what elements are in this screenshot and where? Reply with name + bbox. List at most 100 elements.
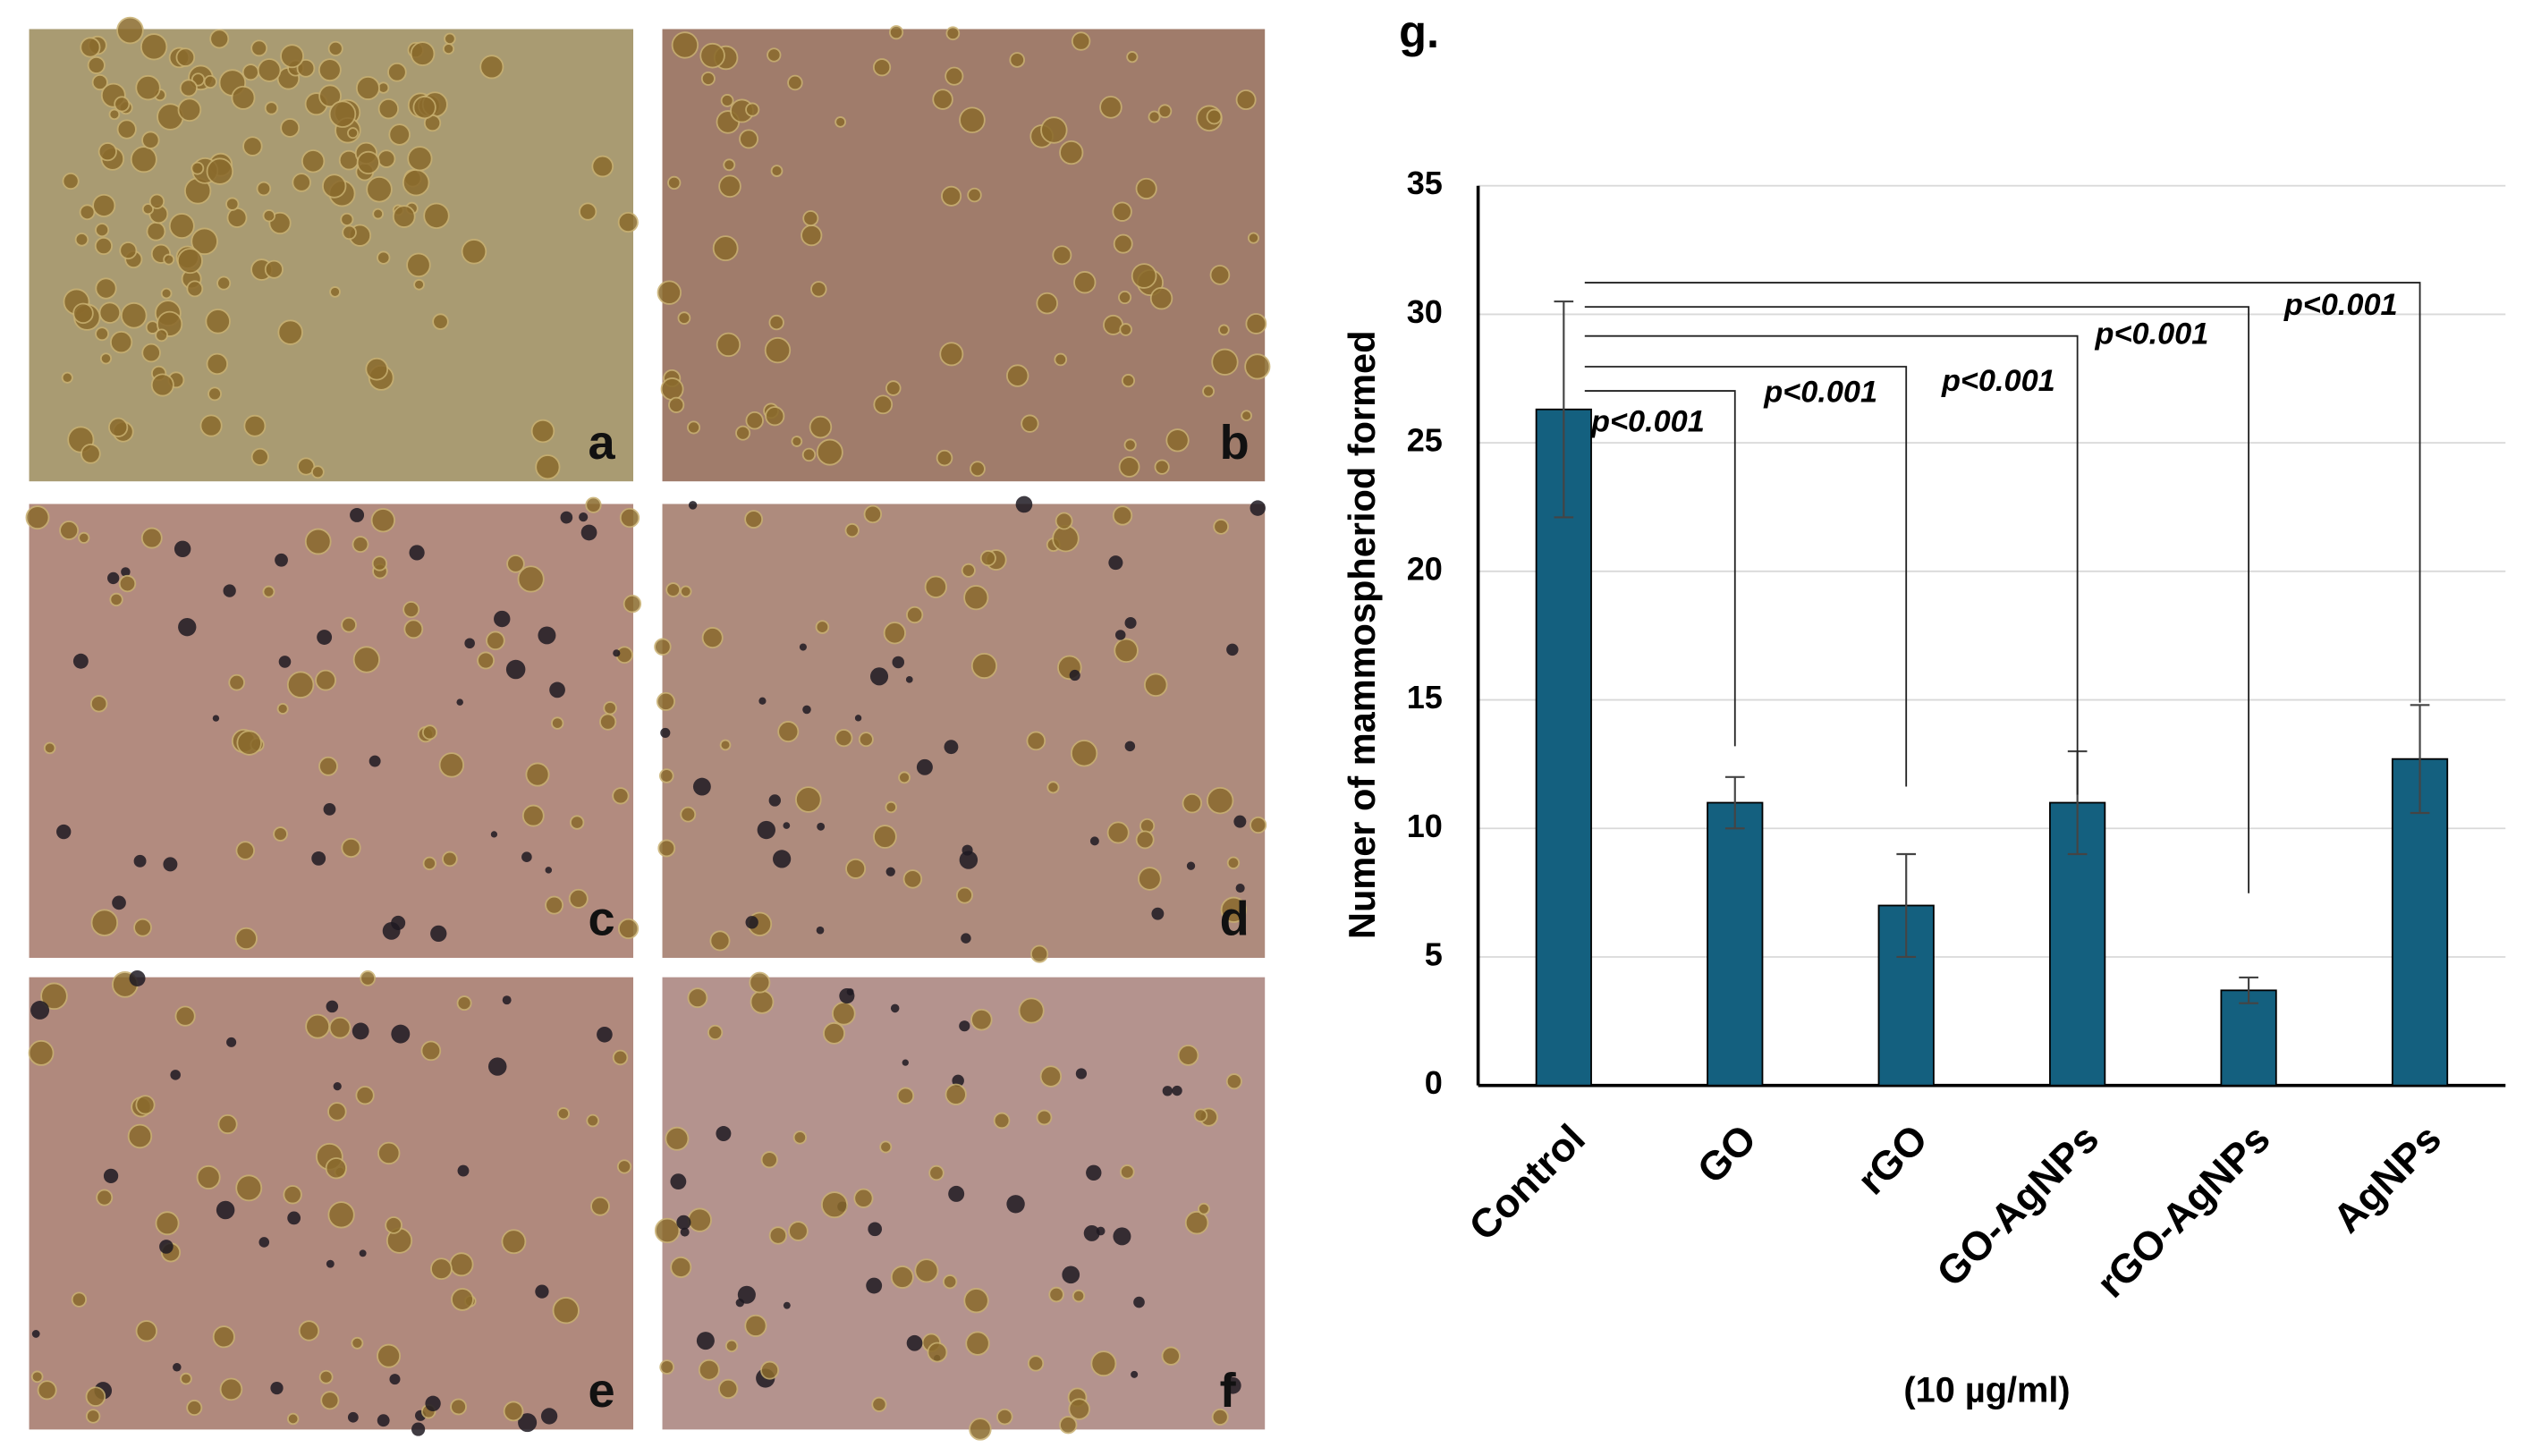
- cell: [37, 1380, 57, 1401]
- cell: [1138, 867, 1162, 891]
- particle: [902, 1059, 909, 1066]
- cell: [377, 1141, 401, 1165]
- particle: [768, 794, 781, 807]
- particle: [377, 1414, 390, 1427]
- cell: [377, 1343, 402, 1368]
- cell: [179, 79, 198, 97]
- cell: [939, 342, 964, 367]
- cell: [521, 804, 545, 827]
- cell: [168, 213, 195, 240]
- cell: [413, 278, 425, 291]
- cell: [1099, 96, 1122, 119]
- particle: [1124, 741, 1136, 752]
- cell: [764, 336, 792, 364]
- cell: [970, 652, 998, 680]
- particle: [270, 1381, 284, 1395]
- panel-label: a: [588, 416, 615, 470]
- cell: [387, 62, 407, 82]
- bar: [1535, 408, 1592, 1087]
- y-tick-label: 15: [1407, 679, 1443, 715]
- cell: [444, 32, 456, 46]
- cell: [801, 447, 817, 462]
- cell: [140, 33, 168, 61]
- cell: [809, 415, 833, 439]
- cell: [280, 44, 304, 69]
- cell: [665, 1126, 690, 1151]
- cell: [936, 449, 953, 467]
- cell: [1148, 110, 1161, 123]
- particle: [31, 1330, 40, 1338]
- cell: [1021, 414, 1039, 433]
- cell: [667, 175, 682, 190]
- cell: [80, 444, 101, 464]
- cell: [30, 1370, 44, 1384]
- particle: [326, 1000, 339, 1013]
- cell: [329, 286, 341, 298]
- cell: [352, 646, 380, 673]
- cell: [127, 1123, 153, 1149]
- cell: [28, 1040, 55, 1066]
- cell: [175, 47, 196, 67]
- cell: [883, 622, 906, 645]
- cell: [148, 193, 165, 209]
- cell: [1244, 353, 1271, 380]
- cell: [1211, 1408, 1229, 1426]
- particle: [716, 1126, 732, 1141]
- cell: [328, 100, 357, 128]
- particle: [1075, 1068, 1088, 1079]
- particle: [173, 1363, 182, 1372]
- particle: [948, 1185, 965, 1202]
- cell: [739, 129, 759, 149]
- x-tick-label: rGO-AgNPs: [2088, 1115, 2278, 1306]
- cell: [1135, 830, 1155, 850]
- particle: [692, 777, 711, 796]
- cell: [135, 1095, 156, 1115]
- cell: [150, 373, 174, 397]
- cell: [191, 227, 218, 256]
- cell: [749, 971, 771, 994]
- cell: [709, 930, 731, 952]
- particle: [359, 1249, 367, 1257]
- cell: [273, 826, 288, 842]
- cell: [79, 204, 96, 221]
- cell: [906, 605, 924, 624]
- particle: [411, 1422, 426, 1436]
- panel-label: f: [1220, 1364, 1237, 1418]
- cell: [586, 1113, 600, 1128]
- cell: [617, 918, 640, 940]
- particle: [287, 1211, 301, 1225]
- cell: [1165, 428, 1190, 453]
- p-value: p<0.001: [1763, 376, 1877, 410]
- cell: [888, 25, 904, 40]
- cell: [486, 631, 505, 651]
- significance-bracket: [1584, 306, 2249, 893]
- cell: [716, 332, 741, 358]
- cell: [236, 730, 262, 756]
- cell: [301, 149, 326, 174]
- cell: [351, 1336, 364, 1350]
- cell: [1241, 410, 1252, 422]
- particle: [505, 659, 526, 680]
- cell: [671, 31, 699, 59]
- particle: [333, 1082, 342, 1091]
- particle: [317, 630, 333, 645]
- particle: [959, 851, 978, 869]
- panel-label: b: [1220, 416, 1250, 470]
- cell: [461, 239, 487, 265]
- cell: [1073, 271, 1097, 294]
- cell: [327, 1201, 355, 1229]
- cell: [262, 209, 276, 223]
- x-tick-label: Control: [1460, 1115, 1594, 1249]
- cell: [141, 131, 160, 149]
- cell: [760, 1151, 778, 1169]
- cell: [668, 396, 685, 413]
- bar: [2220, 989, 2277, 1087]
- cell: [72, 302, 94, 325]
- cell: [687, 987, 708, 1009]
- cell: [421, 724, 438, 741]
- particle: [1124, 616, 1137, 630]
- cell: [97, 142, 117, 162]
- cell: [1250, 816, 1267, 834]
- cell: [1006, 364, 1029, 387]
- cell: [501, 1229, 527, 1255]
